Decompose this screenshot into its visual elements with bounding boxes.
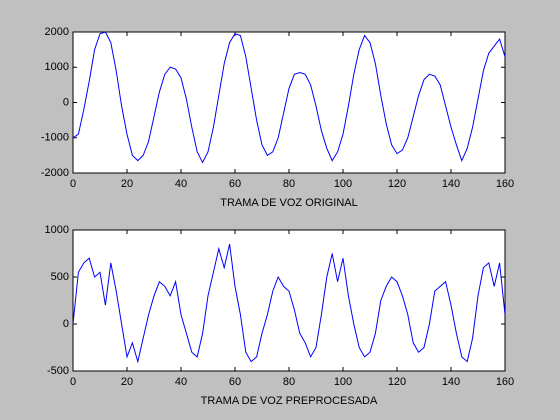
axes-background (72, 229, 506, 372)
y-tick-label: 0 (63, 96, 69, 108)
x-tick-label: 80 (283, 178, 295, 190)
signal-line (72, 31, 506, 164)
x-axis-label: TRAMA DE VOZ ORIGINAL (220, 197, 358, 209)
y-tick-label: -2000 (41, 167, 69, 179)
x-tick-label: 20 (121, 178, 133, 190)
x-tick-label: 20 (121, 376, 133, 388)
signal-line (72, 243, 506, 364)
y-tick-label: 0 (63, 318, 69, 330)
x-tick-label: 120 (388, 376, 406, 388)
x-tick-label: 40 (175, 178, 187, 190)
x-tick-label: 140 (442, 376, 460, 388)
x-tick-label: 160 (496, 376, 514, 388)
y-tick-label: -1000 (41, 132, 69, 144)
x-axis-label: TRAMA DE VOZ PREPROCESADA (201, 395, 378, 407)
x-tick-label: 60 (229, 178, 241, 190)
x-tick-label: 40 (175, 376, 187, 388)
x-tick-label: 100 (334, 376, 352, 388)
y-tick-label: 1000 (45, 61, 69, 73)
x-tick-label: 0 (70, 178, 76, 190)
y-tick-label: 1000 (45, 224, 69, 236)
x-tick-label: 80 (283, 376, 295, 388)
x-tick-label: 0 (70, 376, 76, 388)
y-tick-label: 2000 (45, 26, 69, 38)
x-tick-label: 140 (442, 178, 460, 190)
x-tick-label: 100 (334, 178, 352, 190)
x-tick-label: 60 (229, 376, 241, 388)
y-tick-label: -500 (47, 365, 69, 377)
x-tick-label: 120 (388, 178, 406, 190)
axes-background (72, 31, 506, 174)
y-tick-label: 500 (51, 271, 69, 283)
x-tick-label: 160 (496, 178, 514, 190)
